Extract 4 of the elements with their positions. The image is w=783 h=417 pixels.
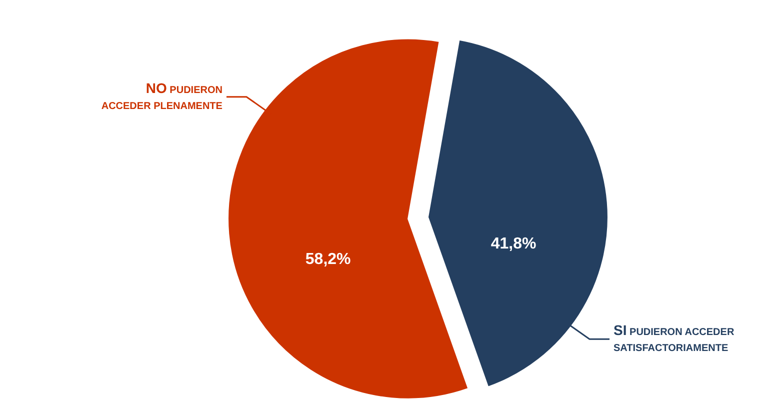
slice-label: NO PUDIERON ACCEDER PLENAMENTE bbox=[101, 80, 223, 112]
data-label: 41,8% bbox=[490, 236, 536, 253]
data-label: 58,2% bbox=[305, 250, 351, 268]
slice-label: SI PUDIERON ACCEDER SATISFACTORIAMENTE bbox=[614, 322, 735, 354]
